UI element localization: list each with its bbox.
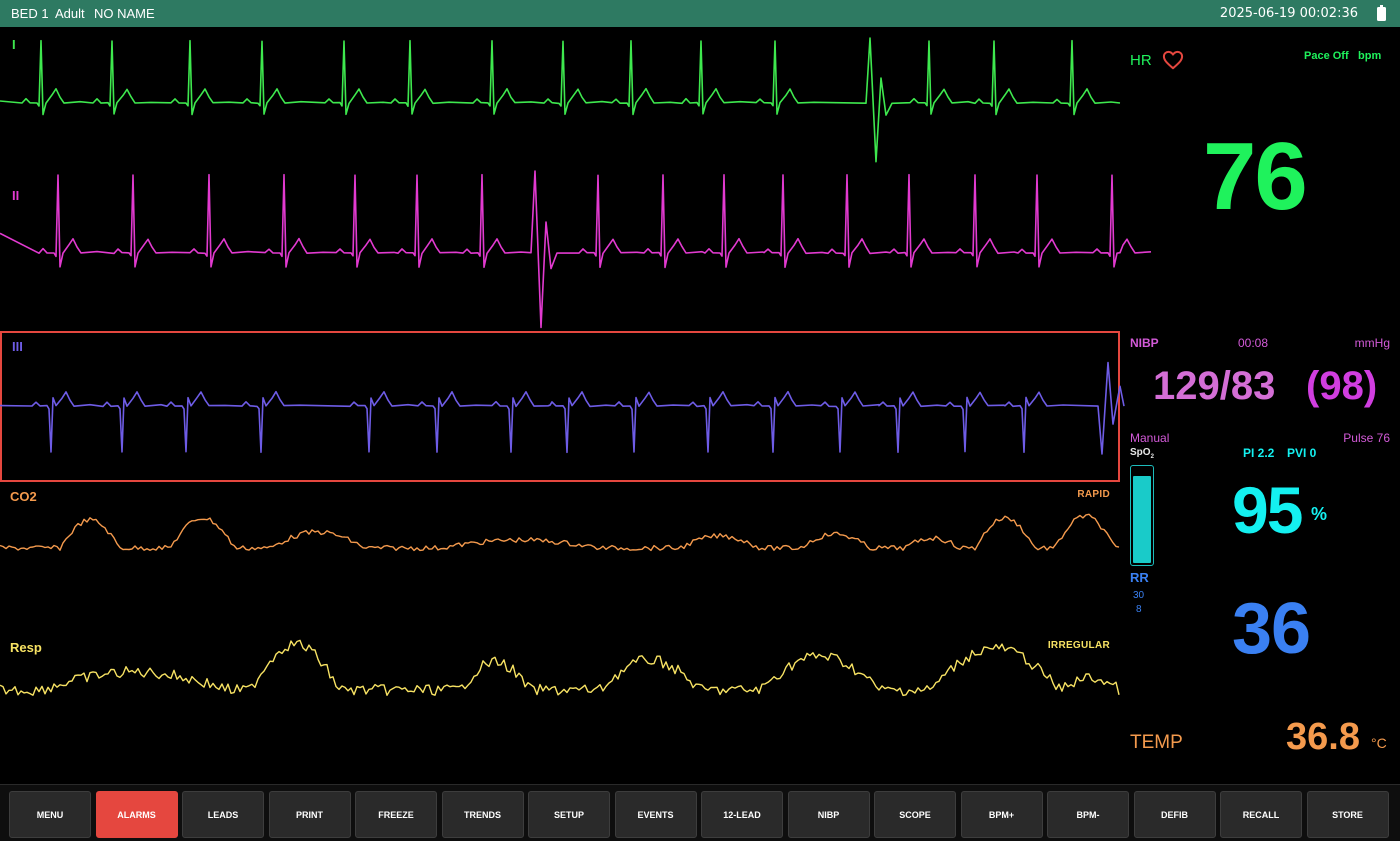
- spo2-label: SpO2: [1130, 447, 1154, 460]
- lead-ii-waveform: [0, 170, 1152, 329]
- patient-name[interactable]: NO NAME: [94, 6, 155, 21]
- nibp-time: 00:08: [1238, 336, 1269, 350]
- softkey-bpmplus[interactable]: BPM+: [960, 791, 1043, 838]
- patient-type[interactable]: Adult: [55, 6, 85, 21]
- co2-mode-tag: RAPID: [1077, 489, 1110, 500]
- nibp-value: 129/83: [1153, 364, 1276, 408]
- spo2-pvi: PVI 0: [1287, 446, 1317, 460]
- spo2-level-fill: [1133, 475, 1151, 563]
- temp-label: TEMP: [1130, 732, 1183, 753]
- hr-label: HR: [1130, 52, 1152, 69]
- softkey-12-lead[interactable]: 12-LEAD: [701, 791, 783, 838]
- rr-label: RR: [1130, 570, 1149, 585]
- softkey-scope[interactable]: SCOPE: [874, 791, 956, 838]
- lead-iii-waveform: [0, 361, 1125, 455]
- softkey-bar: MENU ALARMS LEADS PRINT FREEZE TRENDS SETUP EVE…: [0, 784, 1400, 841]
- spo2-pi: PI 2.2: [1243, 446, 1275, 460]
- softkey-trends[interactable]: TRENDS: [441, 791, 524, 838]
- softkey-bpmminus[interactable]: BPM-: [1047, 791, 1129, 838]
- pace-status[interactable]: Pace Off: [1304, 50, 1349, 62]
- lead-ii-label: II: [12, 188, 20, 203]
- softkey-alarms[interactable]: ALARMS: [95, 791, 178, 838]
- bed-label: BED 1: [11, 6, 49, 21]
- softkey-events[interactable]: EVENTS: [614, 791, 697, 838]
- nibp-mode[interactable]: Manual: [1130, 431, 1170, 445]
- resp-waveform: [0, 639, 1120, 697]
- nibp-unit: mmHg: [1354, 336, 1390, 350]
- softkey-print[interactable]: PRINT: [268, 791, 351, 838]
- co2-waveform: [0, 513, 1120, 552]
- rr-alarm-high: 30: [1133, 590, 1145, 601]
- softkey-store[interactable]: STORE: [1306, 791, 1389, 838]
- status-bar: BED 1 Adult NO NAME 2025-06-19 00:02:36: [0, 0, 1400, 27]
- nibp-pulse: Pulse 76: [1343, 431, 1390, 445]
- hr-unit: bpm: [1358, 50, 1382, 62]
- lead-i-label: I: [12, 37, 16, 52]
- co2-label: CO2: [10, 489, 37, 504]
- nibp-label: NIBP: [1130, 336, 1159, 350]
- softkey-leads[interactable]: LEADS: [182, 791, 264, 838]
- lead-i-waveform: [0, 37, 1121, 163]
- rr-value: 36: [1232, 589, 1311, 669]
- resp-mode-tag: IRREGULAR: [1047, 640, 1110, 651]
- temp-unit: °C: [1371, 735, 1387, 751]
- softkey-menu[interactable]: MENU: [9, 791, 91, 838]
- softkey-defib[interactable]: DEFIB: [1133, 791, 1216, 838]
- resp-label: Resp: [10, 640, 42, 655]
- spo2-level-bar: [1130, 465, 1154, 566]
- lead-iii-label: III: [12, 339, 23, 354]
- softkey-freeze[interactable]: FREEZE: [355, 791, 437, 838]
- lead-iii-selected-frame[interactable]: [0, 331, 1120, 482]
- temp-value: 36.8: [1286, 716, 1360, 758]
- nibp-mean: (98): [1306, 364, 1378, 408]
- battery-icon: [1377, 5, 1386, 21]
- softkey-nibp[interactable]: NIBP: [787, 791, 870, 838]
- heart-icon: [1162, 50, 1184, 70]
- rr-alarm-low: 8: [1136, 604, 1142, 615]
- spo2-value: 95: [1232, 473, 1303, 547]
- softkey-setup[interactable]: SETUP: [528, 791, 610, 838]
- spo2-unit: %: [1311, 504, 1328, 524]
- datetime: 2025-06-19 00:02:36: [1219, 6, 1358, 21]
- hr-value: 76: [1203, 123, 1308, 230]
- softkey-recall[interactable]: RECALL: [1220, 791, 1302, 838]
